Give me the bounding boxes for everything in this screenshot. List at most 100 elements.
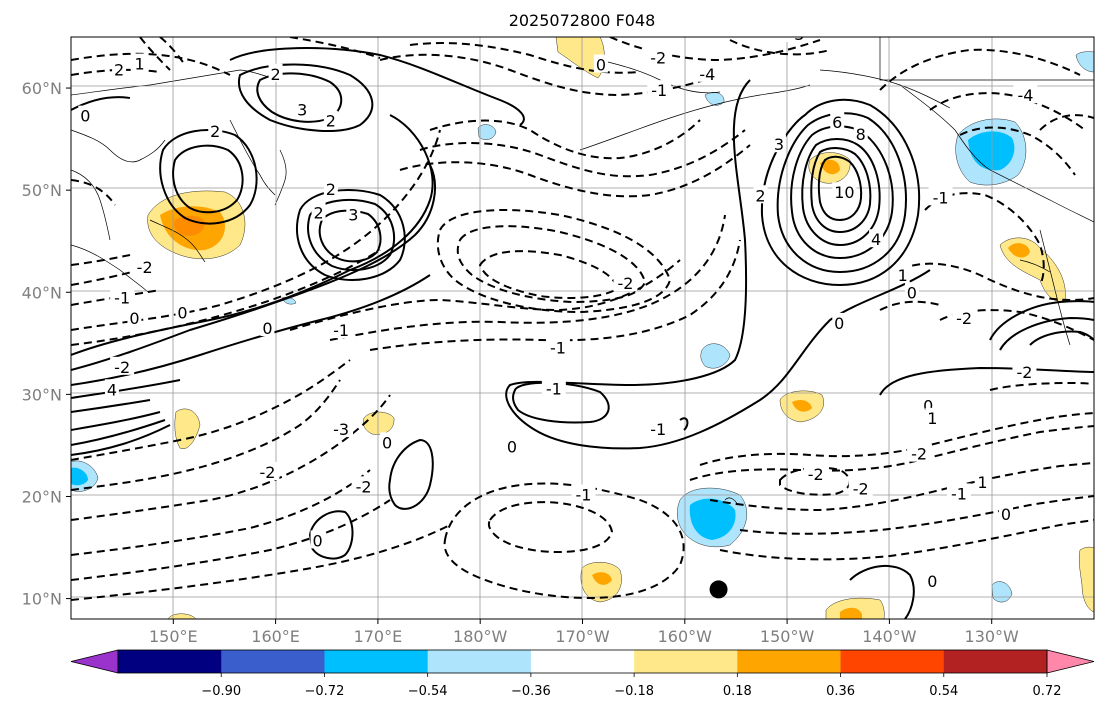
contour-label-bg [268,63,283,82]
contour-label-bg [329,419,354,438]
contour-line [71,524,451,601]
coastline [819,69,951,109]
colorbar-tick-label: −0.36 [511,684,551,699]
contour-label: -2 [137,258,153,277]
contour-line [71,164,436,371]
contour-line [879,366,1094,396]
dashed-contours [71,37,1094,601]
positive-anomaly-patch [792,400,812,412]
contour-label-bg [999,503,1014,522]
contour-label: -1 [933,188,949,207]
contour-label-bg [323,179,338,198]
contour-label: 1 [977,473,987,492]
contour-line [679,417,689,431]
contour-line [810,147,872,234]
contour-line [505,79,931,450]
contour-line [719,519,1094,561]
coastline [899,84,1094,223]
coastline [71,244,149,293]
contour-label: -1 [576,485,592,504]
contour-label: -2 [1016,363,1032,382]
contour-label: -2 [259,463,275,482]
contour-label: 0 [834,314,844,333]
lon-tick-label: 140°W [862,627,917,646]
contour-label: 0 [382,433,392,452]
contour-label: 2 [326,112,336,131]
contour-label: 1 [898,266,908,285]
contour-line [289,259,681,331]
contour-line [879,48,1081,91]
positive-anomaly-patch [555,37,605,79]
contour-line [289,37,381,59]
contour-label: -1 [333,321,349,340]
contour-line [879,300,941,311]
contour-label-bg [830,111,845,130]
contour-label: 3 [348,206,358,225]
contour-label-bg [260,318,275,337]
contour-label: 0 [923,397,933,416]
contour-label-bg [127,307,142,326]
contour-line [71,379,181,399]
coastline [879,37,1094,81]
lon-tick-label: 160°W [658,627,713,646]
contour-label: -2 [911,445,927,464]
contour-line [71,274,431,386]
contour-line [71,359,351,461]
colorbar-swatch [943,650,1048,673]
contour-line [71,469,371,556]
contour-line [609,37,821,62]
contour-label-bg [647,80,672,99]
negative-anomaly-patch [477,124,497,140]
contour-label: 0 [262,319,272,338]
contour-label: -1 [651,81,667,100]
contour-label: 3 [297,101,307,120]
contour-label: 4 [107,380,117,399]
contour-label-bg [323,110,338,129]
contour-line [71,394,391,521]
colorbar-swatch [634,650,738,673]
positive-anomaly-patch [1008,243,1030,258]
contour-label: 0 [927,572,937,591]
colorbar-tick-label: 0.72 [1033,684,1062,699]
contour-label-bg [832,182,857,201]
coastline [1019,259,1051,273]
lat-tick-label: 30°N [22,385,62,404]
coastline [71,169,111,241]
contour-label-bg [1013,85,1038,104]
negative-anomaly-patch [689,498,736,540]
lon-tick-label: 170°E [354,627,403,646]
negative-anomaly-patch [700,343,731,369]
contour-line [929,92,1086,131]
contour-label-bg [175,302,190,321]
contour-label-bg [132,256,157,275]
contour-line [776,112,907,274]
contour-line [71,269,141,286]
positive-anomaly-patch [840,607,862,619]
plot-title: 2025072800 F048 [509,11,656,30]
contour-line [329,214,726,341]
lat-tick-label: 60°N [22,79,62,98]
contour-label-bg [869,229,884,248]
colorbar-swatch [324,650,429,673]
contour-line [999,316,1094,351]
contour-label-bg [310,530,325,549]
contour-line [709,462,1094,512]
contour-line [419,129,746,178]
contour-label-bg [928,187,953,206]
lon-tick-label: 150°E [149,627,198,646]
coastline [1039,229,1071,346]
contour-line [729,39,831,56]
contour-line [229,47,525,126]
contour-label: -2 [617,274,633,293]
contour-label: 0 [80,107,90,126]
contour-label: -2 [808,465,824,484]
contour-label: 8 [856,125,866,144]
coastline [599,59,721,94]
coastline [274,149,287,206]
contour-line [71,419,166,446]
contour-line [296,189,406,281]
contour-label-bg [311,202,326,221]
contour-line [71,96,131,111]
contour-label: -1 [650,420,666,439]
contour-line [139,37,171,71]
